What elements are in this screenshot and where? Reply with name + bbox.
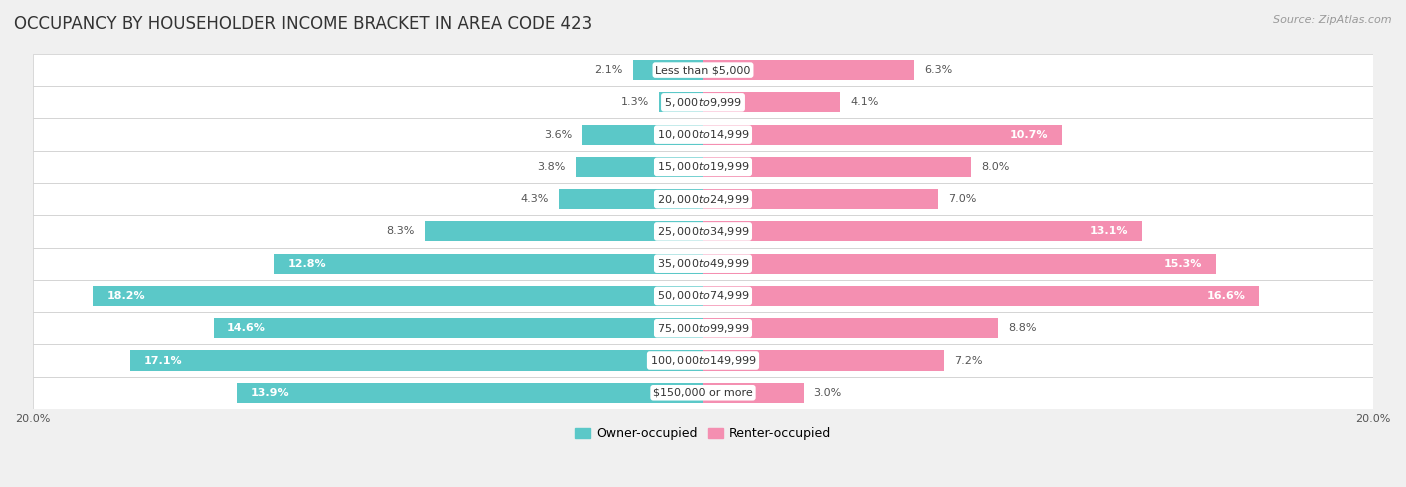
Bar — [425, 222, 703, 242]
Bar — [32, 312, 1374, 344]
Text: $25,000 to $34,999: $25,000 to $34,999 — [657, 225, 749, 238]
Bar — [703, 157, 972, 177]
Legend: Owner-occupied, Renter-occupied: Owner-occupied, Renter-occupied — [569, 422, 837, 445]
Bar — [32, 86, 1374, 118]
Bar — [32, 376, 1374, 409]
Text: 8.3%: 8.3% — [387, 226, 415, 236]
Bar — [32, 344, 1374, 376]
Text: 12.8%: 12.8% — [287, 259, 326, 269]
Bar — [703, 125, 1062, 145]
Text: 8.8%: 8.8% — [1008, 323, 1036, 333]
Text: 10.7%: 10.7% — [1010, 130, 1049, 140]
Text: 8.0%: 8.0% — [981, 162, 1010, 172]
Bar — [703, 93, 841, 112]
Text: $100,000 to $149,999: $100,000 to $149,999 — [650, 354, 756, 367]
Bar — [703, 383, 804, 403]
Text: 17.1%: 17.1% — [143, 356, 181, 366]
Bar — [32, 151, 1374, 183]
Text: 16.6%: 16.6% — [1208, 291, 1246, 301]
Bar — [582, 125, 703, 145]
Text: 4.3%: 4.3% — [520, 194, 548, 204]
Text: 18.2%: 18.2% — [107, 291, 145, 301]
Text: $15,000 to $19,999: $15,000 to $19,999 — [657, 160, 749, 173]
Text: 6.3%: 6.3% — [924, 65, 952, 75]
Bar — [32, 247, 1374, 280]
Bar — [575, 157, 703, 177]
Text: 1.3%: 1.3% — [621, 97, 650, 107]
Text: 2.1%: 2.1% — [595, 65, 623, 75]
Text: 3.6%: 3.6% — [544, 130, 572, 140]
Bar — [703, 189, 938, 209]
Text: 7.0%: 7.0% — [948, 194, 976, 204]
Text: 15.3%: 15.3% — [1164, 259, 1202, 269]
Text: Less than $5,000: Less than $5,000 — [655, 65, 751, 75]
Text: 3.8%: 3.8% — [537, 162, 565, 172]
Bar — [93, 286, 703, 306]
Bar — [703, 286, 1260, 306]
Text: $35,000 to $49,999: $35,000 to $49,999 — [657, 257, 749, 270]
Bar — [703, 60, 914, 80]
Bar — [558, 189, 703, 209]
Text: $50,000 to $74,999: $50,000 to $74,999 — [657, 289, 749, 302]
Text: 4.1%: 4.1% — [851, 97, 879, 107]
Text: 14.6%: 14.6% — [228, 323, 266, 333]
Text: $75,000 to $99,999: $75,000 to $99,999 — [657, 322, 749, 335]
Bar — [32, 280, 1374, 312]
Bar — [703, 222, 1142, 242]
Bar — [703, 254, 1216, 274]
Bar — [32, 54, 1374, 86]
Bar — [32, 118, 1374, 151]
Text: $20,000 to $24,999: $20,000 to $24,999 — [657, 193, 749, 206]
Bar — [32, 215, 1374, 247]
Bar — [32, 183, 1374, 215]
Bar — [633, 60, 703, 80]
Bar — [703, 351, 945, 371]
Text: 7.2%: 7.2% — [955, 356, 983, 366]
Text: Source: ZipAtlas.com: Source: ZipAtlas.com — [1274, 15, 1392, 25]
Bar — [238, 383, 703, 403]
Bar — [214, 318, 703, 338]
Bar — [703, 318, 998, 338]
Bar — [274, 254, 703, 274]
Text: 13.9%: 13.9% — [250, 388, 290, 398]
Text: 13.1%: 13.1% — [1090, 226, 1129, 236]
Text: $10,000 to $14,999: $10,000 to $14,999 — [657, 128, 749, 141]
Text: $5,000 to $9,999: $5,000 to $9,999 — [664, 96, 742, 109]
Text: 3.0%: 3.0% — [814, 388, 842, 398]
Bar — [659, 93, 703, 112]
Text: OCCUPANCY BY HOUSEHOLDER INCOME BRACKET IN AREA CODE 423: OCCUPANCY BY HOUSEHOLDER INCOME BRACKET … — [14, 15, 592, 33]
Text: $150,000 or more: $150,000 or more — [654, 388, 752, 398]
Bar — [129, 351, 703, 371]
